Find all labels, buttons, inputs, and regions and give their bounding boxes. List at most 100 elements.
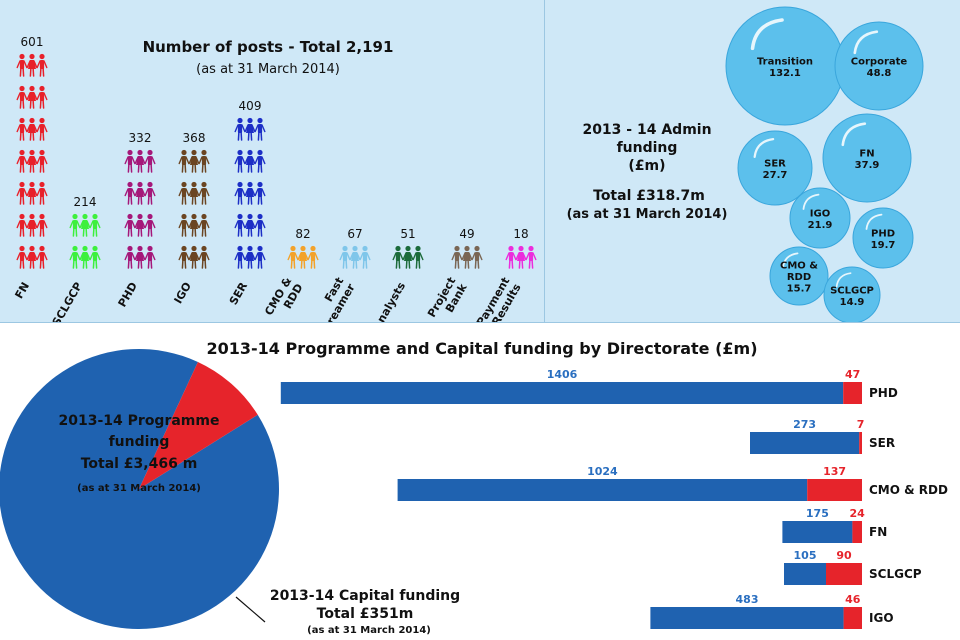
- admin-bubble-label: SER: [764, 158, 786, 169]
- admin-bubble-label: Corporate: [851, 56, 908, 67]
- posts-bar-sclgcp: [69, 213, 101, 269]
- directorate-label: IGO: [869, 611, 894, 625]
- posts-subtitle: (as at 31 March 2014): [196, 62, 340, 77]
- people-icon: [234, 213, 266, 237]
- people-icon: [392, 245, 424, 269]
- people-icon: [178, 213, 210, 237]
- admin-title-line-2: funding: [617, 140, 678, 156]
- capital-leader-line: [235, 596, 266, 623]
- posts-bar-igo: [178, 149, 210, 269]
- admin-bubble-value: 27.7: [763, 170, 788, 181]
- capital-bar-segment: [859, 432, 862, 454]
- posts-bar-payment-by-results: [505, 245, 537, 269]
- admin-bubble-value: 37.9: [855, 160, 880, 171]
- programme-value-label: 273: [793, 418, 816, 431]
- programme-label-line-2: funding: [109, 434, 170, 450]
- admin-bubble-label: CMO &: [780, 261, 818, 272]
- admin-chart: 2013 - 14 Admin funding (£m) Total £318.…: [567, 6, 924, 322]
- people-icon: [69, 213, 101, 237]
- people-icon: [451, 245, 483, 269]
- posts-chart: Number of posts - Total 2,191 (as at 31 …: [12, 35, 537, 322]
- posts-bar-cmo-rdd: [287, 245, 319, 269]
- people-icon: [287, 245, 319, 269]
- posts-value-label: 214: [74, 195, 97, 209]
- posts-value-label: 18: [513, 227, 528, 241]
- programme-value-label: 1024: [587, 465, 618, 478]
- admin-total: Total £318.7m: [593, 188, 705, 204]
- programme-value-label: 1406: [547, 368, 578, 381]
- posts-bar-analysts: [392, 245, 424, 269]
- people-icon: [124, 245, 156, 269]
- posts-value-label: 49: [459, 227, 474, 241]
- admin-bubble-value: 21.9: [808, 220, 833, 231]
- posts-value-label: 332: [129, 131, 152, 145]
- people-icon: [16, 245, 48, 269]
- programme-label-line-3: Total £3,466 m: [81, 456, 198, 472]
- admin-bubble-value: 132.1: [769, 68, 801, 79]
- directorate-bar-phd: 1406 47 PHD: [280, 368, 898, 404]
- admin-total-note: (as at 31 March 2014): [567, 207, 728, 222]
- people-icon: [505, 245, 537, 269]
- people-icon: [16, 117, 48, 141]
- people-icon: [16, 149, 48, 173]
- capital-bar-segment: [843, 382, 862, 404]
- posts-bar-project-bank: [451, 245, 483, 269]
- capital-value-label: 90: [836, 549, 852, 562]
- admin-bubble-label: FN: [859, 148, 874, 159]
- programme-bar-segment: [784, 563, 826, 585]
- posts-title: Number of posts - Total 2,191: [143, 38, 394, 56]
- capital-bar-segment: [843, 607, 862, 629]
- people-icon: [339, 245, 371, 269]
- admin-title-line-3: (£m): [628, 158, 665, 174]
- admin-bubble-value: 19.7: [871, 240, 896, 251]
- admin-bubble-value: 48.8: [867, 68, 892, 79]
- programme-bar-segment: [782, 521, 853, 543]
- posts-value-label: 368: [183, 131, 206, 145]
- capital-value-label: 47: [845, 368, 860, 381]
- programme-title: 2013-14 Programme and Capital funding by…: [206, 339, 757, 358]
- posts-bar-fast-streamer: [339, 245, 371, 269]
- capital-label-note: (as at 31 March 2014): [307, 625, 431, 636]
- people-icon: [69, 245, 101, 269]
- admin-title-line-1: 2013 - 14 Admin: [582, 122, 711, 138]
- programme-pie-slice: [0, 349, 280, 629]
- programme-value-label: 483: [736, 593, 759, 606]
- capital-bar-segment: [826, 563, 862, 585]
- capital-value-label: 46: [845, 593, 861, 606]
- directorate-bar-igo: 483 46 IGO: [650, 593, 894, 629]
- people-icon: [178, 245, 210, 269]
- directorate-bar-sclgcp: 105 90 SCLGCP: [784, 549, 922, 585]
- posts-value-label: 51: [400, 227, 415, 241]
- admin-bubble-label: RDD: [787, 272, 811, 283]
- programme-value-label: 105: [794, 549, 817, 562]
- people-icon: [124, 181, 156, 205]
- admin-bubble-label: PHD: [871, 228, 895, 239]
- posts-value-label: 82: [295, 227, 310, 241]
- posts-value-label: 601: [21, 35, 44, 49]
- directorate-label: CMO & RDD: [869, 483, 948, 497]
- panel-divider: [544, 0, 545, 322]
- admin-bubble-value: 14.9: [840, 297, 865, 308]
- capital-bar-segment: [807, 479, 862, 501]
- people-icon: [178, 149, 210, 173]
- people-icon: [16, 85, 48, 109]
- directorate-label: FN: [869, 525, 887, 539]
- capital-label-line-2: Total £351m: [317, 606, 414, 622]
- posts-value-label: 409: [239, 99, 262, 113]
- people-icon: [16, 181, 48, 205]
- programme-value-label: 175: [806, 507, 829, 520]
- programme-bar-segment: [750, 432, 860, 454]
- people-icon: [124, 213, 156, 237]
- people-icon: [16, 213, 48, 237]
- people-icon: [234, 181, 266, 205]
- people-icon: [234, 117, 266, 141]
